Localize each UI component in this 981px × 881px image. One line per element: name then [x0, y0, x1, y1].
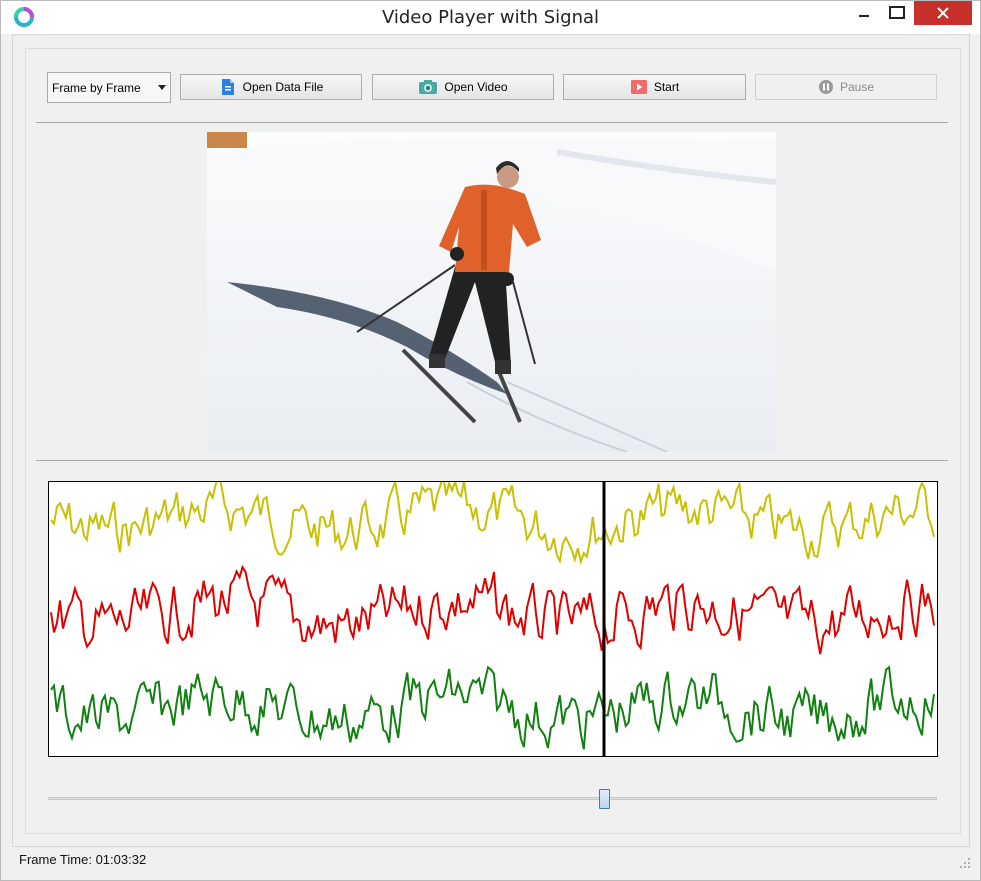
chevron-down-icon: [158, 85, 166, 90]
maximize-icon[interactable]: [881, 1, 913, 27]
start-label: Start: [653, 80, 680, 94]
camera-icon: [419, 80, 438, 94]
divider: [36, 460, 948, 461]
playback-mode-value: Frame by Frame: [52, 80, 141, 95]
close-icon[interactable]: [914, 1, 972, 25]
timeline-slider-track[interactable]: [48, 797, 937, 800]
pause-label: Pause: [839, 80, 875, 94]
pause-button[interactable]: Pause: [755, 74, 937, 100]
signal-series-1-line: [50, 482, 935, 566]
play-icon: [630, 80, 647, 94]
playback-mode-select[interactable]: Frame by Frame: [47, 72, 171, 103]
start-button[interactable]: Start: [563, 74, 746, 100]
resize-grip-icon[interactable]: [959, 857, 971, 869]
minimize-icon[interactable]: [851, 1, 883, 27]
signal-series-2-line: [50, 564, 935, 655]
window-title: Video Player with Signal: [381, 7, 600, 28]
open-data-file-label: Open Data File: [242, 80, 324, 94]
signal-plot: [48, 481, 938, 757]
pause-icon: [818, 80, 833, 94]
data-file-icon: [221, 79, 234, 95]
video-frame: [207, 132, 776, 452]
open-video-button[interactable]: Open Video: [372, 74, 554, 100]
frame-time-status: Frame Time: 01:03:32: [19, 852, 147, 867]
divider: [36, 122, 948, 123]
open-video-label: Open Video: [444, 80, 508, 94]
open-data-file-button[interactable]: Open Data File: [180, 74, 362, 100]
timeline-slider-thumb[interactable]: [598, 789, 610, 809]
signal-series-3-line: [50, 665, 935, 750]
title-bar: Video Player with Signal: [1, 1, 980, 34]
app-logo-icon: [14, 7, 34, 27]
